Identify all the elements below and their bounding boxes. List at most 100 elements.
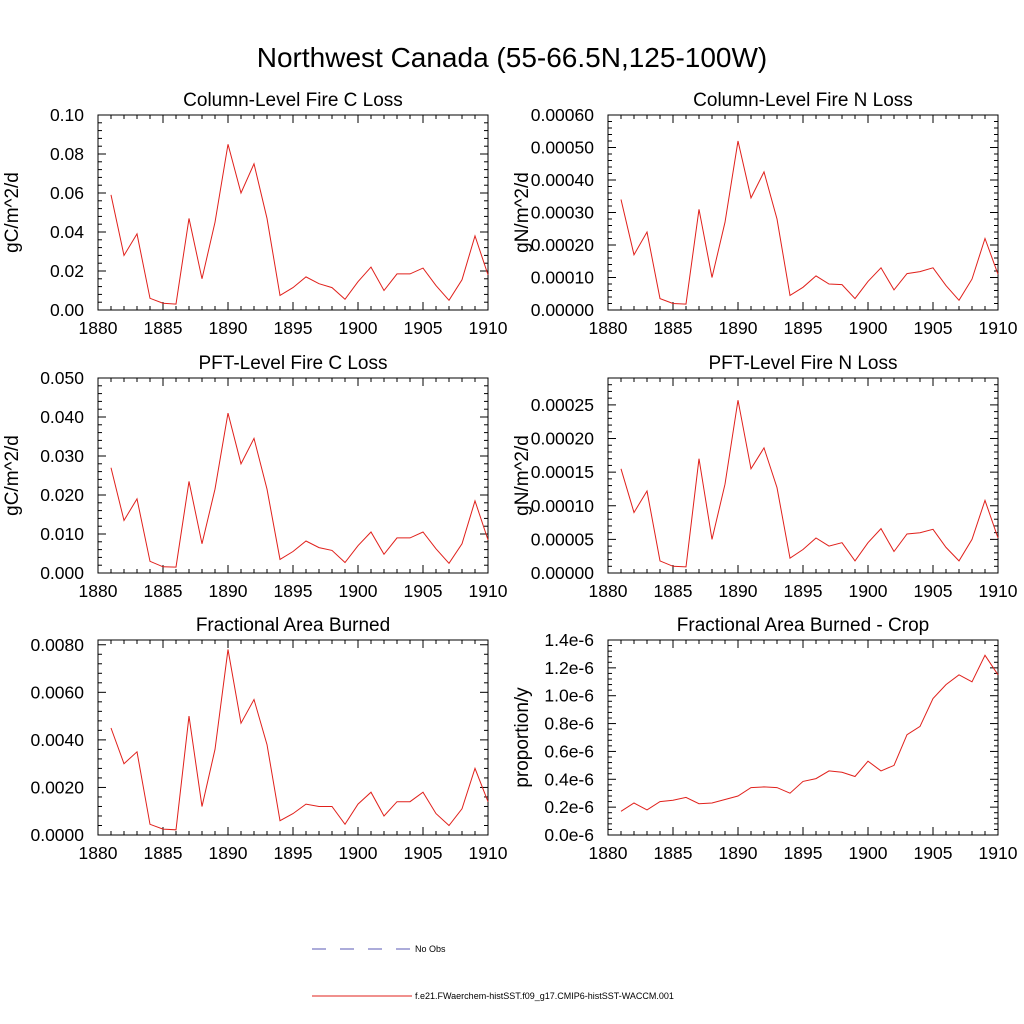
x-tick-label: 1895 <box>274 843 313 863</box>
x-tick-label: 1905 <box>404 843 443 863</box>
y-tick-label: 0.030 <box>40 446 84 466</box>
series-line <box>620 400 999 568</box>
plot-frame <box>97 114 489 311</box>
x-tick-label: 1890 <box>209 318 248 338</box>
x-tick-label: 1905 <box>404 318 443 338</box>
y-tick-label: 0.00025 <box>531 395 594 415</box>
y-axis-label: proportion/y <box>512 687 533 788</box>
y-tick-label: 0.020 <box>40 485 84 505</box>
x-tick-label: 1885 <box>144 318 183 338</box>
panel-6: Fractional Area Burned - Crop proportion/… <box>512 615 1018 863</box>
x-tick-label: 1890 <box>209 843 248 863</box>
y-tick-label: 0.8e-6 <box>544 714 594 734</box>
y-tick-label: 0.6e-6 <box>544 741 594 761</box>
y-tick-label: 1.0e-6 <box>544 686 594 706</box>
x-tick-label: 1905 <box>914 843 953 863</box>
panels: Column-Level Fire C Loss gC/m^2/d 1880 1885… <box>2 90 1018 863</box>
series-line <box>620 140 999 305</box>
x-tick-label: 1910 <box>469 318 508 338</box>
y-tick-label: 0.06 <box>50 183 84 203</box>
y-tick-label: 0.10 <box>50 105 84 125</box>
x-tick-label: 1885 <box>144 843 183 863</box>
plot-frame <box>607 639 999 836</box>
x-tick-label: 1885 <box>654 843 693 863</box>
x-tick-label: 1890 <box>209 581 248 601</box>
plot-frame <box>607 377 999 574</box>
y-tick-label: 0.00020 <box>531 235 595 255</box>
x-tick-label: 1880 <box>589 318 628 338</box>
x-tick-label: 1885 <box>654 581 693 601</box>
x-tick-label: 1890 <box>719 318 758 338</box>
x-tick-label: 1880 <box>79 318 118 338</box>
x-tick-label: 1880 <box>589 843 628 863</box>
y-axis-label: gC/m^2/d <box>2 435 23 516</box>
x-tick-label: 1900 <box>339 318 378 338</box>
y-tick-label: 0.0000 <box>30 825 84 845</box>
panel-title: Column-Level Fire N Loss <box>693 90 913 111</box>
legend-label-model: f.e21.FWaerchem-histSST.f09_g17.CMIP6-hi… <box>415 991 674 1001</box>
y-tick-label: 1.4e-6 <box>544 630 594 650</box>
y-tick-label: 0.0060 <box>30 682 84 702</box>
x-tick-label: 1910 <box>979 318 1018 338</box>
x-tick-label: 1895 <box>274 318 313 338</box>
plot-frame <box>607 114 999 311</box>
y-tick-label: 0.08 <box>50 144 84 164</box>
x-tick-label: 1880 <box>589 581 628 601</box>
y-tick-label: 0.010 <box>40 524 84 544</box>
y-tick-label: 0.0040 <box>30 730 84 750</box>
y-tick-label: 0.00000 <box>531 563 595 583</box>
x-tick-label: 1900 <box>849 318 888 338</box>
y-tick-label: 0.04 <box>50 222 84 242</box>
x-tick-label: 1895 <box>274 581 313 601</box>
x-tick-label: 1910 <box>979 843 1018 863</box>
x-tick-label: 1910 <box>469 581 508 601</box>
series-line <box>110 412 489 568</box>
panel-title: Column-Level Fire C Loss <box>183 90 403 111</box>
y-tick-label: 0.00015 <box>531 462 594 482</box>
y-tick-label: 0.0e-6 <box>544 825 594 845</box>
x-tick-label: 1900 <box>849 581 888 601</box>
x-tick-label: 1895 <box>784 843 823 863</box>
legend: No Obs f.e21.FWaerchem-histSST.f09_g17.C… <box>312 944 674 1001</box>
series-line <box>110 649 489 831</box>
y-tick-label: 0.0020 <box>30 777 84 797</box>
panel-3: PFT-Level Fire C Loss gC/m^2/d 1880 1885 189… <box>2 353 508 601</box>
panel-title: PFT-Level Fire N Loss <box>709 353 898 374</box>
x-tick-label: 1905 <box>404 581 443 601</box>
panel-4: PFT-Level Fire N Loss gN/m^2/d 1880 1885 189… <box>512 353 1018 601</box>
y-tick-label: 0.00040 <box>531 170 595 190</box>
y-tick-label: 0.2e-6 <box>544 797 594 817</box>
y-tick-label: 0.000 <box>40 563 84 583</box>
x-tick-label: 1900 <box>339 843 378 863</box>
y-tick-label: 0.4e-6 <box>544 769 594 789</box>
series-line <box>110 144 489 305</box>
legend-label-no-obs: No Obs <box>415 944 446 954</box>
y-tick-label: 0.00010 <box>531 496 595 516</box>
x-tick-label: 1900 <box>849 843 888 863</box>
x-tick-label: 1885 <box>654 318 693 338</box>
x-tick-label: 1905 <box>914 318 953 338</box>
y-axis-label: gN/m^2/d <box>512 435 533 516</box>
x-tick-label: 1905 <box>914 581 953 601</box>
y-tick-label: 0.00005 <box>531 529 594 549</box>
y-tick-label: 0.00050 <box>531 138 595 158</box>
y-axis-label: gC/m^2/d <box>2 172 23 253</box>
x-tick-label: 1910 <box>979 581 1018 601</box>
series-line <box>620 654 999 812</box>
figure-title: Northwest Canada (55-66.5N,125-100W) <box>257 42 767 73</box>
x-tick-label: 1890 <box>719 581 758 601</box>
y-tick-label: 0.02 <box>50 261 84 281</box>
y-tick-label: 0.040 <box>40 407 84 427</box>
panel-5: Fractional Area Burned 1880 1885 1890 1895 19… <box>30 615 507 863</box>
plot-frame <box>97 639 489 836</box>
y-tick-label: 0.00030 <box>531 203 595 223</box>
panel-title: Fractional Area Burned - Crop <box>677 615 929 636</box>
y-tick-label: 0.00060 <box>531 105 595 125</box>
y-tick-label: 0.00000 <box>531 300 595 320</box>
x-tick-label: 1895 <box>784 581 823 601</box>
y-tick-label: 0.050 <box>40 368 84 388</box>
panel-title: PFT-Level Fire C Loss <box>199 353 388 374</box>
x-tick-label: 1890 <box>719 843 758 863</box>
y-tick-label: 0.00 <box>50 300 84 320</box>
x-tick-label: 1880 <box>79 581 118 601</box>
